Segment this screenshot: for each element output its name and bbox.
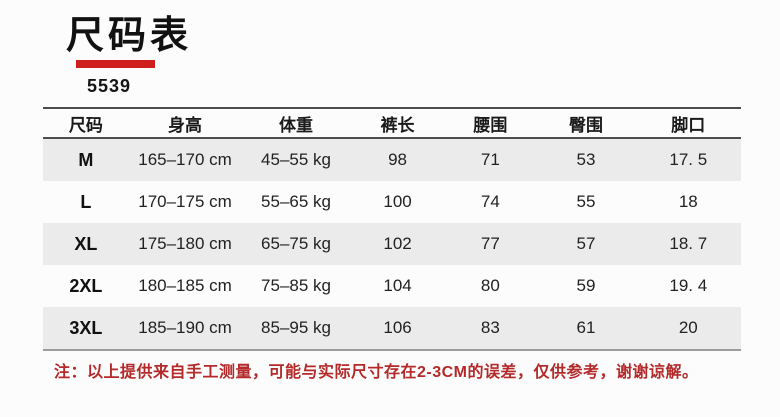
measurement-note: 注：以上提供来自手工测量，可能与实际尺寸存在2-3CM的误差，仅供参考，谢谢谅解… [54, 364, 699, 381]
height-cell: 180–185 cm [138, 276, 232, 295]
height-cell: 165–170 cm [138, 150, 232, 169]
hip-cell: 59 [576, 276, 596, 295]
column-header-pant-length: 裤长 [350, 107, 445, 139]
weight-cell: 45–55 kg [261, 150, 331, 169]
size-cell: 3XL [43, 307, 129, 351]
waist-cell: 77 [480, 234, 500, 253]
waist-cell: 80 [480, 276, 500, 295]
table-row-m: M 165–170 cm 45–55 kg 98 71 53 17. 5 [43, 138, 741, 181]
pant-length-cell: 102 [383, 234, 412, 253]
height-cell: 175–180 cm [138, 234, 232, 253]
size-cell: L [80, 191, 92, 212]
waist-cell: 83 [444, 307, 537, 351]
weight-cell: 55–65 kg [261, 192, 331, 211]
hip-cell: 53 [576, 150, 596, 169]
hip-cell: 61 [536, 307, 636, 351]
column-header-hip: 臀围 [536, 107, 636, 139]
column-header-height: 身高 [128, 107, 242, 139]
waist-cell: 74 [480, 192, 500, 211]
pant-length-cell: 104 [383, 276, 412, 295]
size-table: 尺码 身高 体重 裤长 腰围 臀围 脚口 M 165–170 cm 45–55 … [43, 107, 741, 351]
leg-opening-cell: 18. 7 [669, 234, 708, 253]
model-number: 5539 [87, 76, 132, 96]
column-header-weight: 体重 [241, 107, 351, 139]
height-cell: 170–175 cm [138, 192, 232, 211]
weight-cell: 85–95 kg [241, 307, 351, 351]
weight-cell: 65–75 kg [261, 234, 331, 253]
height-cell: 185–190 cm [128, 307, 242, 351]
page-title: 尺码表 [66, 15, 193, 57]
weight-cell: 75–85 kg [261, 276, 331, 295]
table-row-xl: XL 175–180 cm 65–75 kg 102 77 57 18. 7 [43, 223, 741, 265]
table-row-3xl: 3XL 185–190 cm 85–95 kg 106 83 61 20 [43, 307, 741, 351]
leg-opening-cell: 17. 5 [669, 150, 708, 169]
pant-length-cell: 106 [350, 307, 445, 351]
table-header-row: 尺码 身高 体重 裤长 腰围 臀围 脚口 [43, 107, 741, 139]
size-cell: M [78, 149, 94, 170]
hip-cell: 57 [576, 234, 596, 253]
size-cell: XL [74, 233, 98, 254]
pant-length-cell: 98 [388, 150, 408, 169]
column-header-size: 尺码 [43, 107, 129, 139]
hip-cell: 55 [576, 192, 596, 211]
size-cell: 2XL [69, 275, 103, 296]
title-underline-bar [76, 60, 155, 68]
leg-opening-cell: 18 [678, 192, 698, 211]
waist-cell: 71 [480, 150, 500, 169]
leg-opening-cell: 20 [635, 307, 741, 351]
column-header-leg-opening: 脚口 [635, 107, 741, 139]
pant-length-cell: 100 [383, 192, 412, 211]
table-row-2xl: 2XL 180–185 cm 75–85 kg 104 80 59 19. 4 [43, 265, 741, 307]
table-row-l: L 170–175 cm 55–65 kg 100 74 55 18 [43, 181, 741, 223]
leg-opening-cell: 19. 4 [669, 276, 708, 295]
column-header-waist: 腰围 [444, 107, 537, 139]
